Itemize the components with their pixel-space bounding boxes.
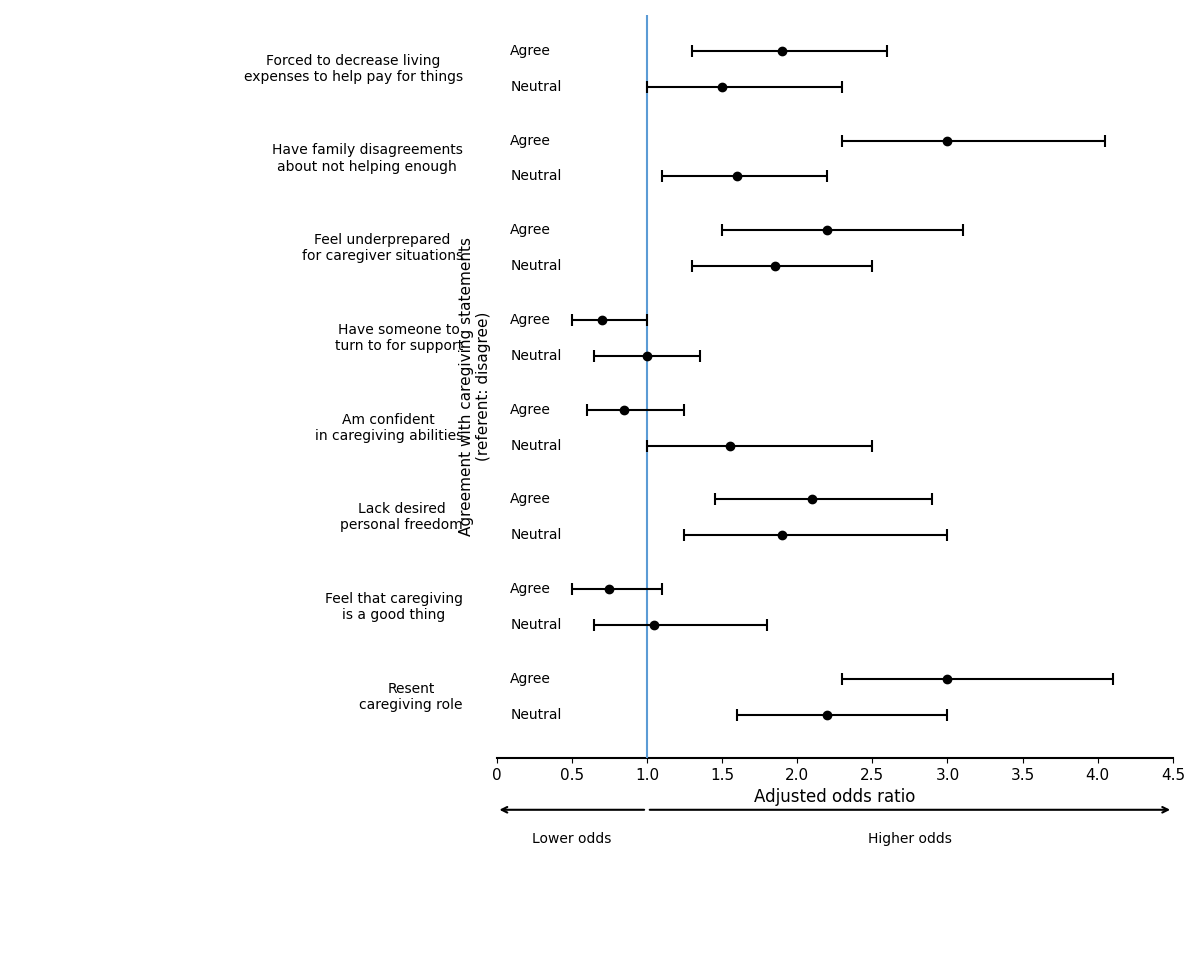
Text: Forced to decrease living
expenses to help pay for things: Forced to decrease living expenses to he… [244, 54, 463, 84]
Text: Have someone to
turn to for support: Have someone to turn to for support [335, 323, 463, 353]
Text: Neutral: Neutral [510, 439, 562, 452]
Text: Lower odds: Lower odds [532, 832, 612, 846]
Text: Neutral: Neutral [510, 169, 562, 184]
Text: Agree: Agree [510, 402, 551, 417]
Text: Agree: Agree [510, 672, 551, 685]
Text: Neutral: Neutral [510, 79, 562, 94]
Text: Am confident
in caregiving abilities: Am confident in caregiving abilities [314, 413, 463, 443]
Text: Have family disagreements
about not helping enough: Have family disagreements about not help… [272, 143, 463, 174]
X-axis label: Adjusted odds ratio: Adjusted odds ratio [754, 788, 916, 806]
Text: Lack desired
personal freedom: Lack desired personal freedom [340, 502, 463, 532]
Text: Agree: Agree [510, 134, 551, 147]
Text: Agree: Agree [510, 582, 551, 597]
Text: Neutral: Neutral [510, 349, 562, 363]
Y-axis label: Agreement with caregiving statements
(referent: disagree): Agreement with caregiving statements (re… [458, 237, 491, 536]
Text: Higher odds: Higher odds [868, 832, 952, 846]
Text: Resent
caregiving role: Resent caregiving role [359, 682, 463, 712]
Text: Agree: Agree [510, 44, 551, 58]
Text: Neutral: Neutral [510, 618, 562, 632]
Text: Neutral: Neutral [510, 259, 562, 273]
Text: Agree: Agree [510, 492, 551, 507]
Text: Neutral: Neutral [510, 529, 562, 542]
Text: Agree: Agree [510, 313, 551, 327]
Text: Feel underprepared
for caregiver situations: Feel underprepared for caregiver situati… [301, 233, 463, 263]
Text: Agree: Agree [510, 224, 551, 237]
Text: Feel that caregiving
is a good thing: Feel that caregiving is a good thing [325, 592, 463, 622]
Text: Neutral: Neutral [510, 707, 562, 722]
